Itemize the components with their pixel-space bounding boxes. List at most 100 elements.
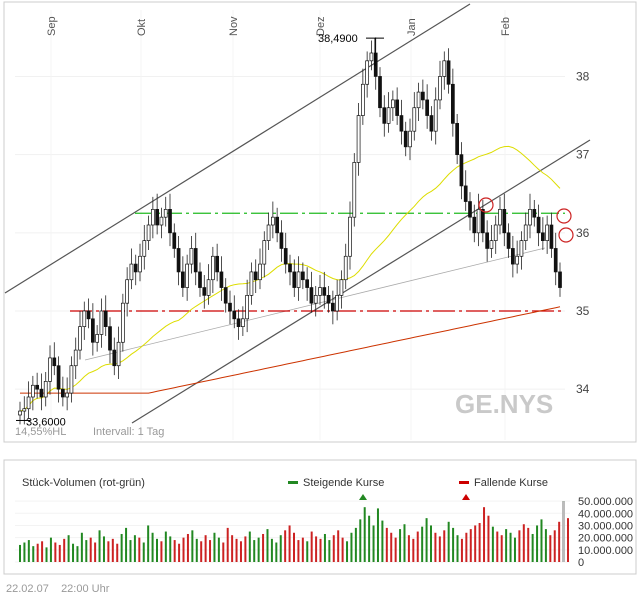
price-tick-label: 36 bbox=[576, 226, 590, 240]
candle-body bbox=[163, 209, 168, 218]
volume-bar bbox=[376, 508, 379, 562]
volume-bar bbox=[474, 525, 477, 562]
volume-bar bbox=[253, 540, 256, 562]
candle-body bbox=[481, 209, 485, 234]
candle-body bbox=[125, 279, 129, 304]
volume-tick-label: 10.000.000 bbox=[578, 545, 633, 557]
candle-body bbox=[146, 224, 151, 241]
volume-bar bbox=[107, 541, 110, 562]
volume-bar bbox=[487, 515, 490, 562]
candle-body bbox=[301, 271, 305, 281]
volume-bar bbox=[567, 518, 569, 562]
candle-body bbox=[403, 130, 408, 148]
candle-body bbox=[429, 115, 434, 132]
volume-bar bbox=[151, 532, 154, 562]
candle-body bbox=[541, 232, 545, 241]
candle-body bbox=[489, 240, 494, 249]
candle-body bbox=[373, 52, 378, 77]
volume-bar bbox=[257, 537, 260, 562]
candle-body bbox=[52, 357, 57, 367]
candle-body bbox=[468, 201, 472, 218]
volume-bar bbox=[381, 520, 384, 562]
volume-bar bbox=[394, 537, 397, 562]
candle-body bbox=[35, 384, 39, 390]
candle-body bbox=[511, 248, 515, 265]
candle-body bbox=[159, 216, 164, 226]
volume-bar bbox=[169, 536, 172, 562]
volume-bar bbox=[465, 532, 468, 562]
volume-bar bbox=[399, 529, 402, 562]
candle-body bbox=[519, 240, 524, 257]
volume-bar bbox=[301, 537, 304, 562]
volume-bar bbox=[328, 540, 331, 562]
volume-bar bbox=[284, 530, 287, 562]
info-interval: Intervall: 1 Tag bbox=[93, 426, 164, 438]
candle-body bbox=[129, 263, 134, 281]
volume-bar bbox=[341, 537, 344, 562]
price-tick-label: 35 bbox=[576, 304, 590, 318]
volume-bar bbox=[275, 542, 278, 562]
volume-bar bbox=[36, 543, 39, 562]
candle-body bbox=[258, 263, 262, 281]
candle-body bbox=[211, 255, 215, 281]
candle-body bbox=[305, 279, 309, 288]
candle-body bbox=[189, 248, 194, 265]
volume-bar bbox=[98, 530, 101, 562]
volume-bar bbox=[315, 536, 318, 562]
volume-bar bbox=[45, 547, 48, 562]
volume-bar bbox=[182, 537, 185, 562]
volume-bar bbox=[478, 523, 481, 562]
volume-bar bbox=[204, 535, 207, 562]
trend-channel-upper bbox=[4, 3, 471, 294]
volume-bar bbox=[41, 541, 44, 562]
volume-bar bbox=[58, 544, 61, 562]
volume-bar bbox=[385, 527, 388, 562]
candle-body bbox=[249, 271, 254, 296]
volume-bar bbox=[553, 530, 556, 562]
volume-bar bbox=[469, 529, 472, 562]
volume-bar bbox=[54, 542, 57, 562]
volume-peak-arrow-up bbox=[359, 494, 367, 500]
volume-bar bbox=[500, 535, 503, 562]
candle-body bbox=[176, 248, 181, 273]
volume-bar bbox=[23, 542, 26, 562]
candle-body bbox=[198, 271, 202, 288]
candle-body bbox=[133, 263, 138, 273]
candle-body bbox=[536, 216, 541, 234]
volume-bar bbox=[160, 541, 163, 562]
price-tick-label: 38 bbox=[576, 69, 590, 83]
volume-bar bbox=[323, 533, 326, 562]
candle-body bbox=[206, 279, 211, 296]
volume-bar bbox=[244, 536, 247, 562]
candle-body bbox=[103, 310, 108, 327]
volume-tick-label: 20.000.000 bbox=[578, 533, 633, 545]
candle-body bbox=[369, 52, 374, 62]
signal-circle bbox=[478, 197, 494, 213]
candle-body bbox=[549, 224, 554, 249]
signal-circle bbox=[556, 208, 572, 224]
candle-body bbox=[56, 365, 61, 390]
volume-bar bbox=[32, 546, 35, 562]
candle-body bbox=[48, 357, 52, 382]
volume-bar bbox=[49, 537, 52, 562]
volume-bar bbox=[67, 535, 70, 562]
volume-bar bbox=[354, 527, 357, 562]
candle-body bbox=[193, 248, 198, 273]
price-tick-label: 37 bbox=[576, 148, 590, 162]
volume-bar bbox=[297, 540, 300, 562]
candle-body bbox=[31, 384, 35, 398]
volume-bar bbox=[390, 532, 393, 562]
volume-bar bbox=[443, 530, 446, 562]
candle-body bbox=[271, 216, 275, 226]
volume-bar bbox=[310, 531, 313, 562]
candle-body bbox=[455, 123, 459, 155]
candle-body bbox=[352, 162, 357, 218]
candle-body bbox=[472, 216, 477, 234]
candle-body bbox=[91, 318, 95, 343]
price-tick-label: 34 bbox=[576, 382, 590, 396]
volume-bar bbox=[222, 542, 225, 562]
volume-bar bbox=[447, 521, 450, 562]
candle-body bbox=[442, 60, 447, 77]
candle-body bbox=[108, 326, 112, 351]
